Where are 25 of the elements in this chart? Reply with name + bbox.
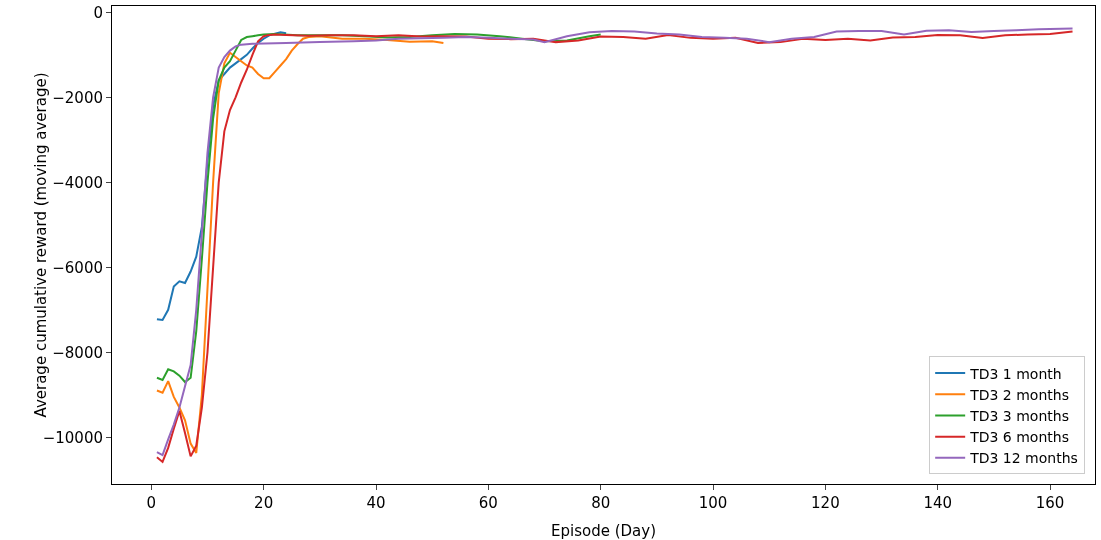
y-tick-label: −10000 [42,428,103,447]
legend-label: TD3 1 month [969,365,1062,382]
x-tick-label: 140 [923,494,953,512]
x-tick-label: 20 [254,494,274,512]
line-series [155,31,288,321]
y-axis-title: Average cumulative reward (moving average) [32,72,51,418]
x-tick-label: 40 [366,494,386,512]
x-tick-label: 120 [811,494,840,512]
y-tick-label: −4000 [52,173,103,192]
x-tick-label: 80 [591,494,611,512]
line-series [155,33,602,384]
x-tick-label: 160 [1035,494,1065,512]
x-tick-label: 0 [146,494,157,512]
legend-label: TD3 12 months [969,450,1078,467]
x-axis-title: Episode (Day) [551,522,656,540]
y-tick-label: −8000 [52,343,103,362]
x-tick-label: 60 [478,494,498,512]
legend-label: TD3 3 months [969,407,1069,424]
line-series [155,35,445,454]
y-tick-label: −2000 [52,88,103,107]
legend-label: TD3 2 months [969,386,1069,403]
y-tick-label: −6000 [52,258,103,277]
x-tick-label: 100 [698,494,728,512]
y-tick-label: 0 [93,3,103,22]
legend-label: TD3 6 months [969,429,1069,446]
